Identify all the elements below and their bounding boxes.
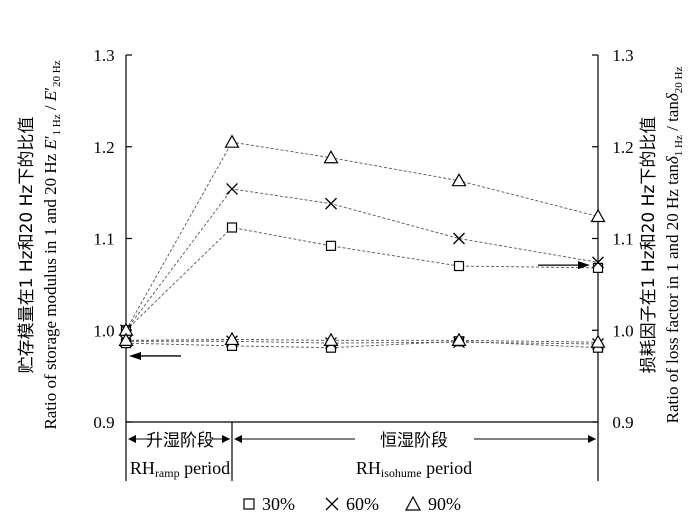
- storage-point-90%: [451, 172, 467, 187]
- period-isohume-en: RHisohume period: [356, 458, 472, 480]
- storage-point-60%: [226, 182, 238, 195]
- loss-point-90%: [224, 331, 240, 346]
- period-isohume-bracket: 恒湿阶段: [234, 431, 596, 451]
- storage-point-30%: [226, 222, 238, 233]
- svg-text:损耗因子在1 Hz和20 Hz下的比值: 损耗因子在1 Hz和20 Hz下的比值: [639, 117, 659, 374]
- legend-item-30: 30%: [243, 494, 295, 514]
- right-tick-label: 1.0: [612, 321, 633, 340]
- series-lines: [125, 141, 599, 349]
- svg-text:90%: 90%: [428, 494, 461, 514]
- storage-line-30%: [125, 227, 599, 331]
- left-tick-label: 1.0: [93, 321, 114, 340]
- right-axis-title: 损耗因子在1 Hz和20 Hz下的比值 Ratio of loss factor…: [639, 67, 685, 424]
- right-tick-label: 1.3: [612, 46, 633, 65]
- storage-point-60%: [592, 256, 604, 269]
- period-ramp-cn: 升湿阶段: [146, 431, 214, 451]
- loss-point-90%: [590, 334, 606, 348]
- loss-point-90%: [118, 332, 134, 346]
- series-markers: [118, 134, 606, 353]
- legend: 30% 60% 90%: [243, 494, 461, 514]
- loss-line-90%: [125, 338, 599, 343]
- left-tick-label: 0.9: [93, 413, 114, 432]
- right-tick-label: 1.1: [612, 230, 633, 249]
- left-axis-title: 贮存模量在1 Hz和20 Hz下的比值 Ratio of storage mod…: [17, 60, 63, 429]
- left-ticks: 0.9 1.0 1.1 1.2 1.3: [93, 46, 132, 432]
- left-tick-label: 1.2: [93, 138, 114, 157]
- loss-point-90%: [451, 332, 467, 346]
- arrow-left-head: [129, 351, 141, 360]
- direction-arrows: [129, 261, 590, 360]
- svg-text:Ratio of storage modulus in 1: Ratio of storage modulus in 1 and 20 Hz …: [41, 60, 63, 429]
- storage-point-30%: [592, 262, 604, 273]
- storage-point-90%: [323, 150, 339, 164]
- right-ticks: 0.9 1.0 1.1 1.2 1.3: [592, 46, 634, 432]
- storage-line-60%: [125, 188, 599, 331]
- left-tick-label: 1.1: [93, 230, 114, 249]
- storage-point-60%: [453, 232, 465, 245]
- svg-text:60%: 60%: [346, 494, 379, 514]
- svg-text:30%: 30%: [262, 494, 295, 514]
- legend-item-90: 90%: [404, 494, 461, 514]
- storage-point-90%: [590, 208, 606, 223]
- arrow-right-head: [578, 261, 590, 270]
- storage-point-30%: [325, 240, 337, 251]
- storage-point-30%: [453, 260, 465, 272]
- left-tick-label: 1.3: [93, 46, 114, 65]
- loss-line-30%: [125, 340, 599, 349]
- period-ramp-en: RHramp period: [130, 458, 230, 480]
- loss-point-90%: [323, 332, 339, 346]
- storage-point-60%: [325, 197, 337, 210]
- svg-text:贮存模量在1 Hz和20 Hz下的比值: 贮存模量在1 Hz和20 Hz下的比值: [17, 117, 37, 374]
- right-tick-label: 0.9: [612, 413, 633, 432]
- svg-text:Ratio of loss factor in 1 and: Ratio of loss factor in 1 and 20 Hz tanδ…: [663, 67, 685, 424]
- storage-point-90%: [224, 134, 240, 148]
- period-isohume-cn: 恒湿阶段: [380, 431, 448, 451]
- right-tick-label: 1.2: [612, 138, 633, 157]
- period-ramp-bracket: 升湿阶段: [128, 431, 230, 451]
- legend-item-60: 60%: [325, 494, 379, 514]
